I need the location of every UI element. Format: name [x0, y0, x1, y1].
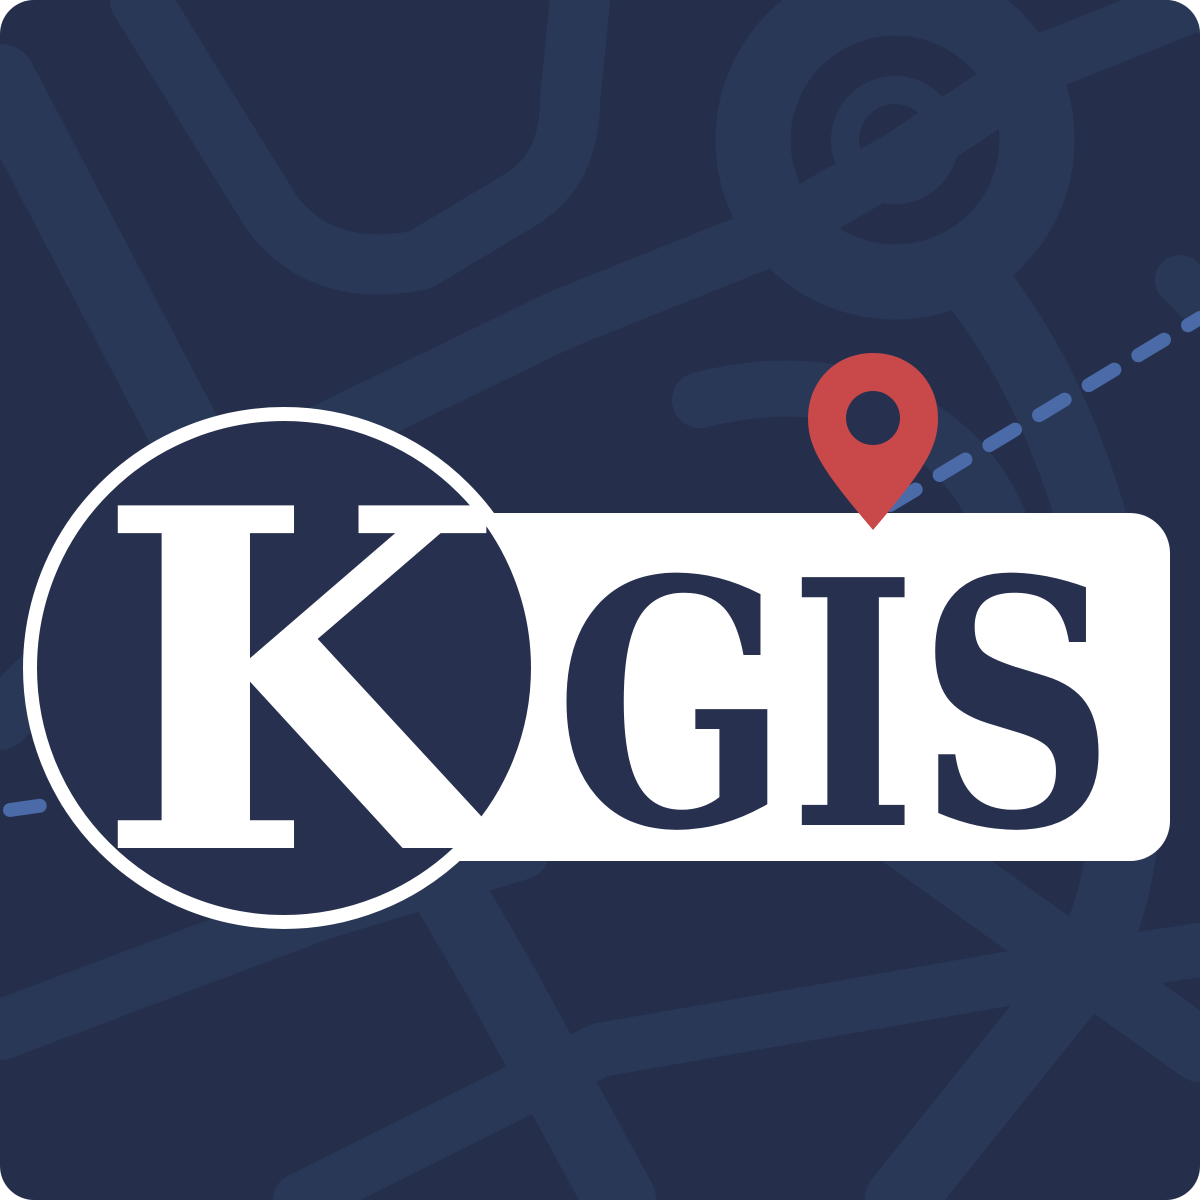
k-circle [23, 407, 545, 929]
wordmark: GIS [555, 507, 1115, 906]
wordmark-badge [420, 513, 1170, 861]
location-pin-icon [808, 353, 938, 530]
roundabout [715, 0, 1075, 320]
k-letter: K [96, 407, 522, 959]
